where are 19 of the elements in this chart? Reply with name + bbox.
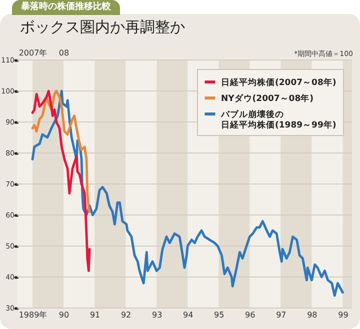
x-tick-label: 1989年	[18, 310, 48, 320]
x-tick-label: 92	[120, 310, 132, 320]
x2-tick-label: 08	[58, 48, 70, 58]
line-series	[31, 90, 344, 297]
x-tick-label: 96	[245, 310, 256, 320]
x-tick-label: 94	[183, 310, 194, 320]
x-tick-label: 98	[307, 310, 318, 320]
x-tick-label: 97	[276, 310, 286, 320]
x-tick-label: 95	[214, 310, 224, 320]
x2-tick-label: 2007年	[18, 48, 48, 58]
x-tick-label: 91	[90, 310, 100, 320]
legend-label: 日経平均株価(2007～08年)	[221, 77, 336, 88]
x-tick-label: 90	[58, 310, 70, 320]
legend-label: バブル崩壊後の日経平均株価(1989～99年)	[220, 109, 336, 130]
x-tick-label: 93	[152, 310, 162, 320]
chart-subtitle: 暴落時の株価推移比較	[12, 0, 120, 15]
x-tick-label: 99	[338, 310, 348, 320]
chart-title: ボックス圏内か再調整か	[20, 18, 185, 37]
legend-label: NYダウ(2007～08年)	[221, 93, 314, 104]
